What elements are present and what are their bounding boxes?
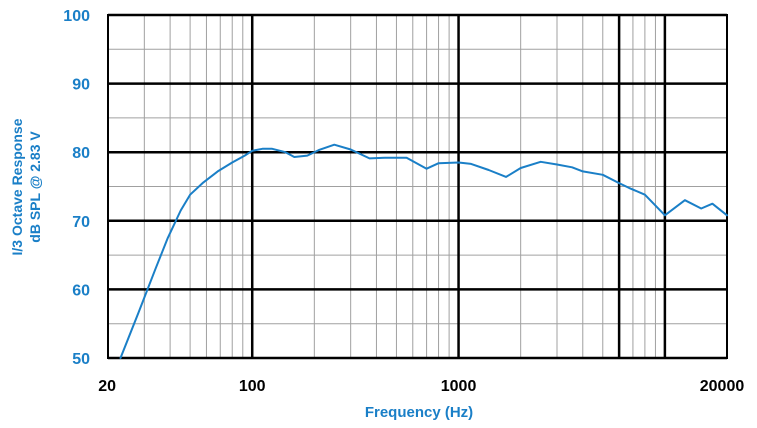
data-point [582, 170, 584, 172]
y-tick-label: 80 [72, 145, 90, 162]
data-point [628, 187, 630, 189]
response-curve-line [119, 143, 728, 359]
data-point [405, 157, 407, 159]
data-point [602, 174, 604, 176]
data-point [505, 176, 507, 178]
data-point [437, 162, 439, 164]
data-point [251, 150, 253, 152]
data-point [306, 154, 308, 156]
data-point [488, 169, 490, 171]
data-point [189, 194, 191, 196]
plot-frame [107, 14, 728, 359]
y-axis-tick-labels: 50 60 70 80 90 100 [63, 8, 90, 368]
data-point [293, 156, 295, 158]
data-point [711, 203, 713, 205]
data-point [700, 207, 702, 209]
x-tick-label: 100 [239, 378, 266, 395]
data-point [644, 194, 646, 196]
data-point [618, 182, 620, 184]
data-point [470, 163, 472, 165]
x-tick-label: 20000 [700, 378, 745, 395]
y-axis-title-line-2: dB SPL @ 2.83 V [27, 131, 43, 243]
data-point [261, 148, 263, 150]
data-point [684, 199, 686, 201]
x-tick-label: 20 [98, 378, 116, 395]
data-point [318, 149, 320, 151]
data-point [333, 144, 335, 146]
data-point [284, 151, 286, 153]
data-point [540, 161, 542, 163]
data-point [664, 214, 666, 216]
data-point [154, 268, 156, 270]
data-point [217, 170, 219, 172]
data-point [202, 181, 204, 183]
data-point [457, 161, 459, 163]
data-point [726, 214, 728, 216]
x-axis-tick-labels: 20 100 1000 20000 [98, 378, 744, 395]
x-tick-label: 1000 [441, 378, 477, 395]
data-point [231, 161, 233, 163]
y-tick-label: 70 [72, 214, 90, 231]
y-axis-title-line-1: I/3 Octave Response [9, 118, 25, 255]
data-point [180, 209, 182, 211]
data-point [167, 237, 169, 239]
y-tick-label: 50 [72, 351, 90, 368]
data-point [368, 157, 370, 159]
data-point [350, 148, 352, 150]
data-point [425, 168, 427, 170]
x-axis-title: Frequency (Hz) [365, 404, 473, 421]
data-point [244, 154, 246, 156]
data-point [137, 312, 139, 314]
y-tick-label: 90 [72, 77, 90, 94]
data-point [520, 167, 522, 169]
data-point [271, 148, 273, 150]
data-point [384, 157, 386, 159]
minor-gridlines [107, 15, 728, 358]
data-point [556, 163, 558, 165]
y-tick-label: 100 [63, 8, 90, 25]
data-point [119, 357, 121, 359]
data-point [571, 166, 573, 168]
y-tick-label: 60 [72, 282, 90, 299]
